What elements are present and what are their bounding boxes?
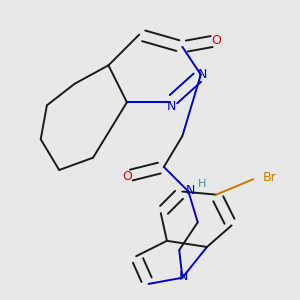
Text: Br: Br — [262, 171, 276, 184]
Text: H: H — [198, 179, 206, 189]
Text: O: O — [211, 34, 221, 47]
Text: N: N — [198, 68, 207, 81]
Text: N: N — [185, 184, 195, 196]
Text: N: N — [179, 270, 189, 283]
Text: N: N — [167, 100, 176, 113]
Text: O: O — [122, 170, 132, 183]
